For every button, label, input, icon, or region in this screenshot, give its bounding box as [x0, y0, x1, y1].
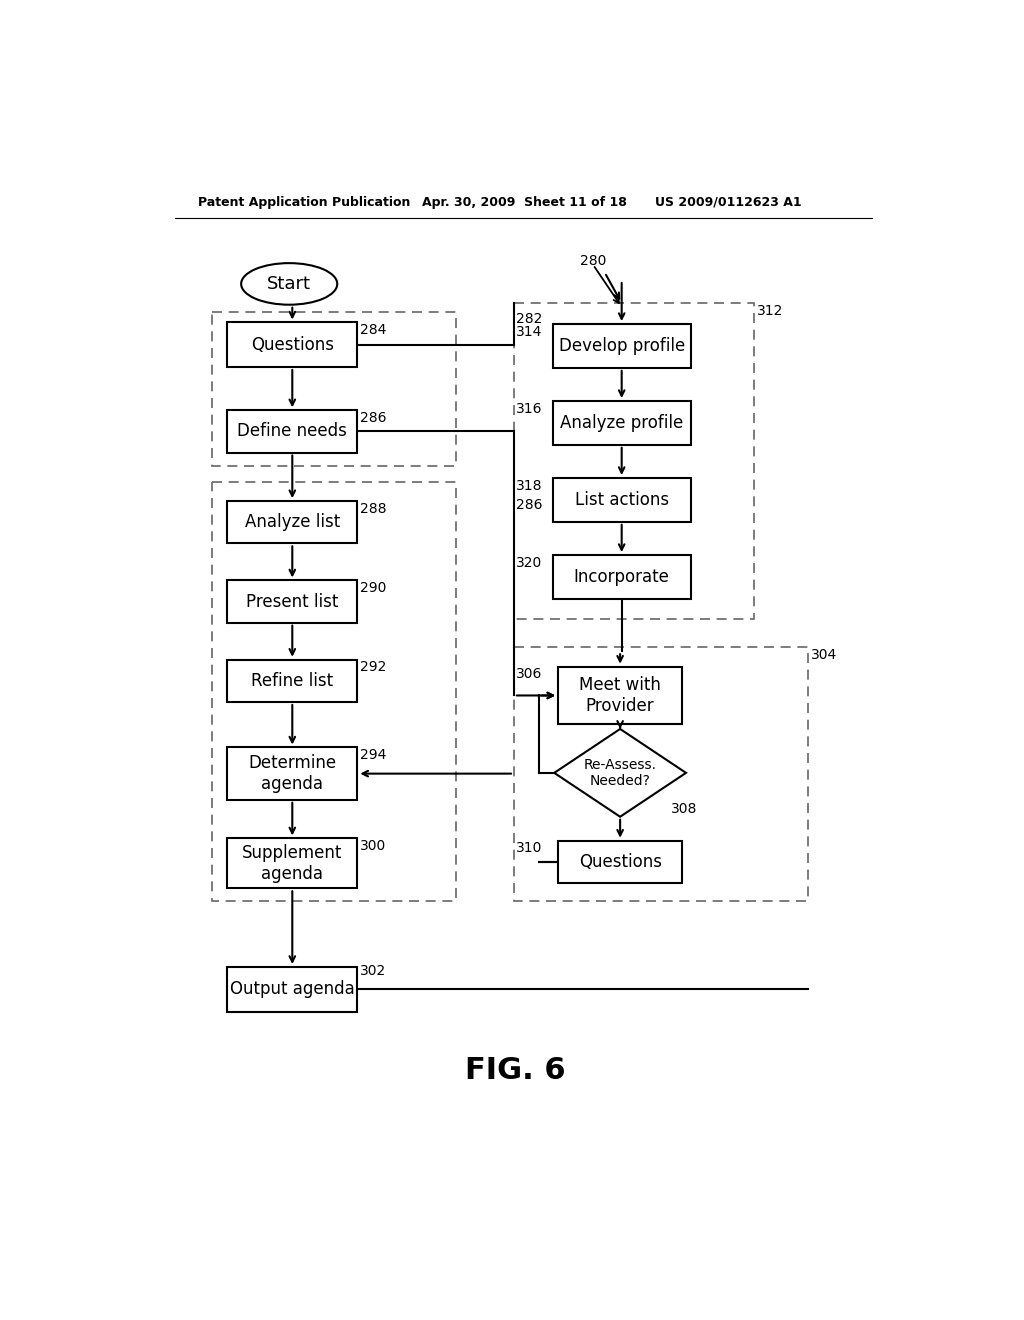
Text: 290: 290 — [359, 581, 386, 595]
Bar — [553, 401, 690, 445]
Bar — [514, 304, 755, 619]
Polygon shape — [554, 729, 686, 817]
Bar — [553, 554, 690, 599]
Text: 316: 316 — [516, 401, 543, 416]
Text: Develop profile: Develop profile — [558, 337, 685, 355]
Text: 292: 292 — [359, 660, 386, 675]
Text: 310: 310 — [516, 841, 543, 855]
Text: Start: Start — [267, 275, 311, 293]
Text: Define needs: Define needs — [238, 422, 347, 441]
Text: 304: 304 — [811, 648, 837, 663]
Text: 312: 312 — [757, 304, 783, 318]
Text: List actions: List actions — [574, 491, 669, 510]
Text: 294: 294 — [359, 748, 386, 762]
Text: 288: 288 — [359, 502, 386, 516]
Bar — [514, 647, 809, 902]
Bar — [227, 660, 357, 702]
Text: 300: 300 — [359, 840, 386, 853]
Text: 308: 308 — [671, 803, 697, 816]
Text: Analyze profile: Analyze profile — [560, 414, 683, 432]
Text: Refine list: Refine list — [251, 672, 334, 690]
Bar — [212, 482, 456, 902]
Text: Present list: Present list — [246, 593, 339, 611]
Bar — [227, 966, 357, 1011]
Text: Output agenda: Output agenda — [230, 981, 354, 998]
Text: 284: 284 — [359, 323, 386, 337]
Text: Analyze list: Analyze list — [245, 513, 340, 531]
Text: Questions: Questions — [251, 335, 334, 354]
Text: 314: 314 — [516, 325, 543, 339]
Text: 320: 320 — [516, 556, 543, 570]
Ellipse shape — [241, 263, 337, 305]
Text: 286: 286 — [359, 411, 386, 425]
Text: Incorporate: Incorporate — [573, 568, 670, 586]
Bar — [558, 841, 682, 883]
Text: Questions: Questions — [579, 853, 662, 871]
Text: 282: 282 — [516, 312, 543, 326]
Bar — [227, 747, 357, 800]
Bar — [558, 667, 682, 725]
Text: Apr. 30, 2009  Sheet 11 of 18: Apr. 30, 2009 Sheet 11 of 18 — [423, 195, 628, 209]
Bar — [227, 322, 357, 367]
Bar — [553, 323, 690, 368]
Text: FIG. 6: FIG. 6 — [465, 1056, 566, 1085]
Text: Supplement
agenda: Supplement agenda — [242, 843, 342, 883]
Bar — [227, 502, 357, 544]
Bar — [212, 313, 456, 466]
Text: 302: 302 — [359, 964, 386, 978]
Text: Meet with
Provider: Meet with Provider — [580, 676, 662, 715]
Text: 286: 286 — [516, 498, 543, 512]
Text: Re-Assess.
Needed?: Re-Assess. Needed? — [584, 758, 656, 788]
Text: 306: 306 — [516, 668, 543, 681]
Text: 318: 318 — [516, 479, 543, 492]
Bar — [553, 478, 690, 521]
Text: Patent Application Publication: Patent Application Publication — [198, 195, 411, 209]
Bar — [227, 838, 357, 888]
Text: US 2009/0112623 A1: US 2009/0112623 A1 — [655, 195, 802, 209]
Text: Determine
agenda: Determine agenda — [248, 754, 336, 793]
Bar — [227, 411, 357, 453]
Bar — [227, 581, 357, 623]
Text: 280: 280 — [580, 253, 606, 268]
